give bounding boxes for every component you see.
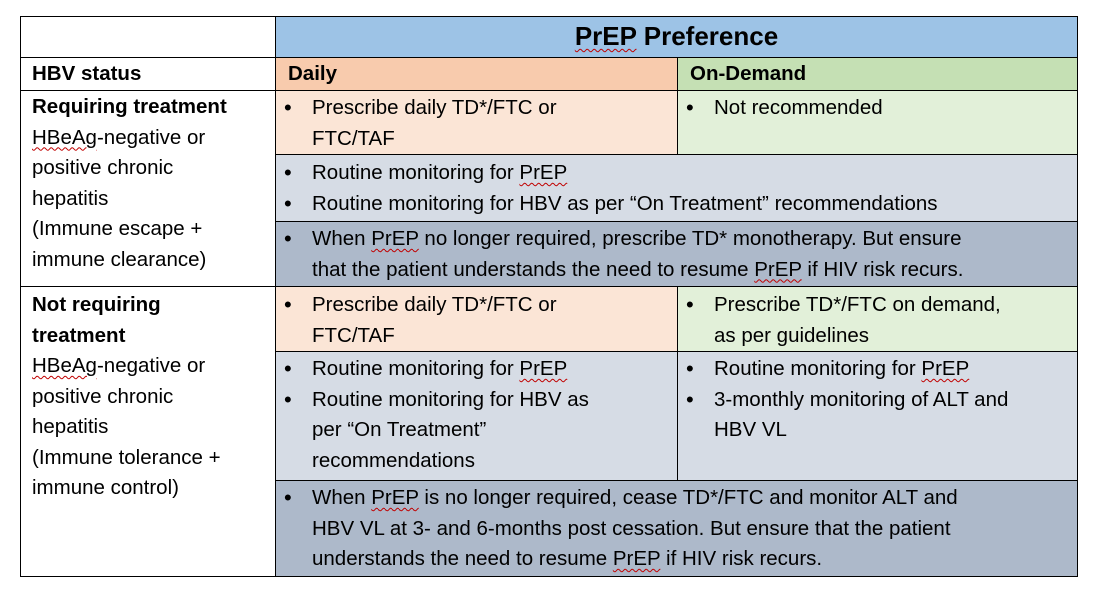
requiring-desc-line: immune clearance) bbox=[32, 247, 207, 271]
requiring-on-demand-bullet: Not recommended bbox=[678, 93, 1077, 124]
requiring-when-cell: When PrEP no longer required, prescribe … bbox=[276, 222, 1078, 287]
requiring-treatment-desc: HBeAg-negative or bbox=[32, 125, 206, 149]
daily-monitor-hbv: Routine monitoring for HBV as per “On Tr… bbox=[276, 385, 677, 477]
requiring-when-bullet: When PrEP no longer required, prescribe … bbox=[276, 224, 1077, 285]
not-requiring-treatment-cell: Not requiring treatment HBeAg-negative o… bbox=[20, 287, 276, 577]
not-requiring-desc-line: (Immune tolerance + bbox=[32, 445, 221, 469]
not-requiring-heading: treatment bbox=[32, 323, 126, 347]
prep-title-suffix: Preference bbox=[636, 21, 779, 51]
requiring-treatment-cell: Requiring treatment HBeAg-negative or po… bbox=[20, 91, 276, 287]
requiring-monitoring-cell: Routine monitoring for PrEP Routine moni… bbox=[276, 155, 1078, 222]
not-requiring-desc-line: immune control) bbox=[32, 476, 179, 499]
not-requiring-desc: HBeAg-negative or bbox=[32, 354, 206, 377]
requiring-monitor-prep: Routine monitoring for PrEP bbox=[276, 158, 1077, 189]
not-requiring-od-monitoring-cell: Routine monitoring for PrEP 3-monthly mo… bbox=[678, 352, 1078, 481]
od-monitor-alt: 3-monthly monitoring of ALT and HBV VL bbox=[678, 385, 1077, 446]
daily-monitor-prep: Routine monitoring for PrEP bbox=[276, 354, 677, 385]
not-requiring-daily-bullet: Prescribe daily TD*/FTC or FTC/TAF bbox=[276, 290, 677, 351]
requiring-daily-cell: Prescribe daily TD*/FTC or FTC/TAF bbox=[276, 91, 678, 155]
prep-title-term: PrEP bbox=[574, 21, 637, 51]
requiring-daily-bullet: Prescribe daily TD*/FTC or FTC/TAF bbox=[276, 93, 677, 154]
not-requiring-daily-monitoring-cell: Routine monitoring for PrEP Routine moni… bbox=[276, 352, 678, 481]
not-requiring-on-demand-cell: Prescribe TD*/FTC on demand, as per guid… bbox=[678, 287, 1078, 352]
not-requiring-when-bullet: When PrEP is no longer required, cease T… bbox=[276, 483, 1077, 575]
not-requiring-heading: Not requiring bbox=[32, 293, 161, 316]
daily-header: Daily bbox=[276, 58, 678, 91]
not-requiring-when-cell: When PrEP is no longer required, cease T… bbox=[276, 481, 1078, 577]
requiring-treatment-heading: Requiring treatment bbox=[32, 95, 227, 118]
requiring-monitor-hbv: Routine monitoring for HBV as per “On Tr… bbox=[276, 189, 1077, 220]
requiring-desc-line: (Immune escape + bbox=[32, 217, 203, 240]
requiring-desc-line: positive chronic bbox=[32, 156, 174, 179]
requiring-on-demand-cell: Not recommended bbox=[678, 91, 1078, 155]
prep-hbv-table: PrEP Preference HBV status Daily On-Dema… bbox=[20, 16, 1078, 577]
od-monitor-prep: Routine monitoring for PrEP bbox=[678, 354, 1077, 385]
requiring-desc-line: hepatitis bbox=[32, 186, 109, 210]
not-requiring-desc-line: hepatitis bbox=[32, 415, 109, 438]
not-requiring-desc-line: positive chronic bbox=[32, 384, 174, 408]
prep-preference-header: PrEP Preference bbox=[276, 16, 1078, 58]
hbv-status-header: HBV status bbox=[20, 58, 276, 91]
not-requiring-daily-cell: Prescribe daily TD*/FTC or FTC/TAF bbox=[276, 287, 678, 352]
not-requiring-on-demand-bullet: Prescribe TD*/FTC on demand, as per guid… bbox=[678, 290, 1077, 351]
on-demand-header: On-Demand bbox=[678, 58, 1078, 91]
corner-empty-cell bbox=[20, 16, 276, 58]
